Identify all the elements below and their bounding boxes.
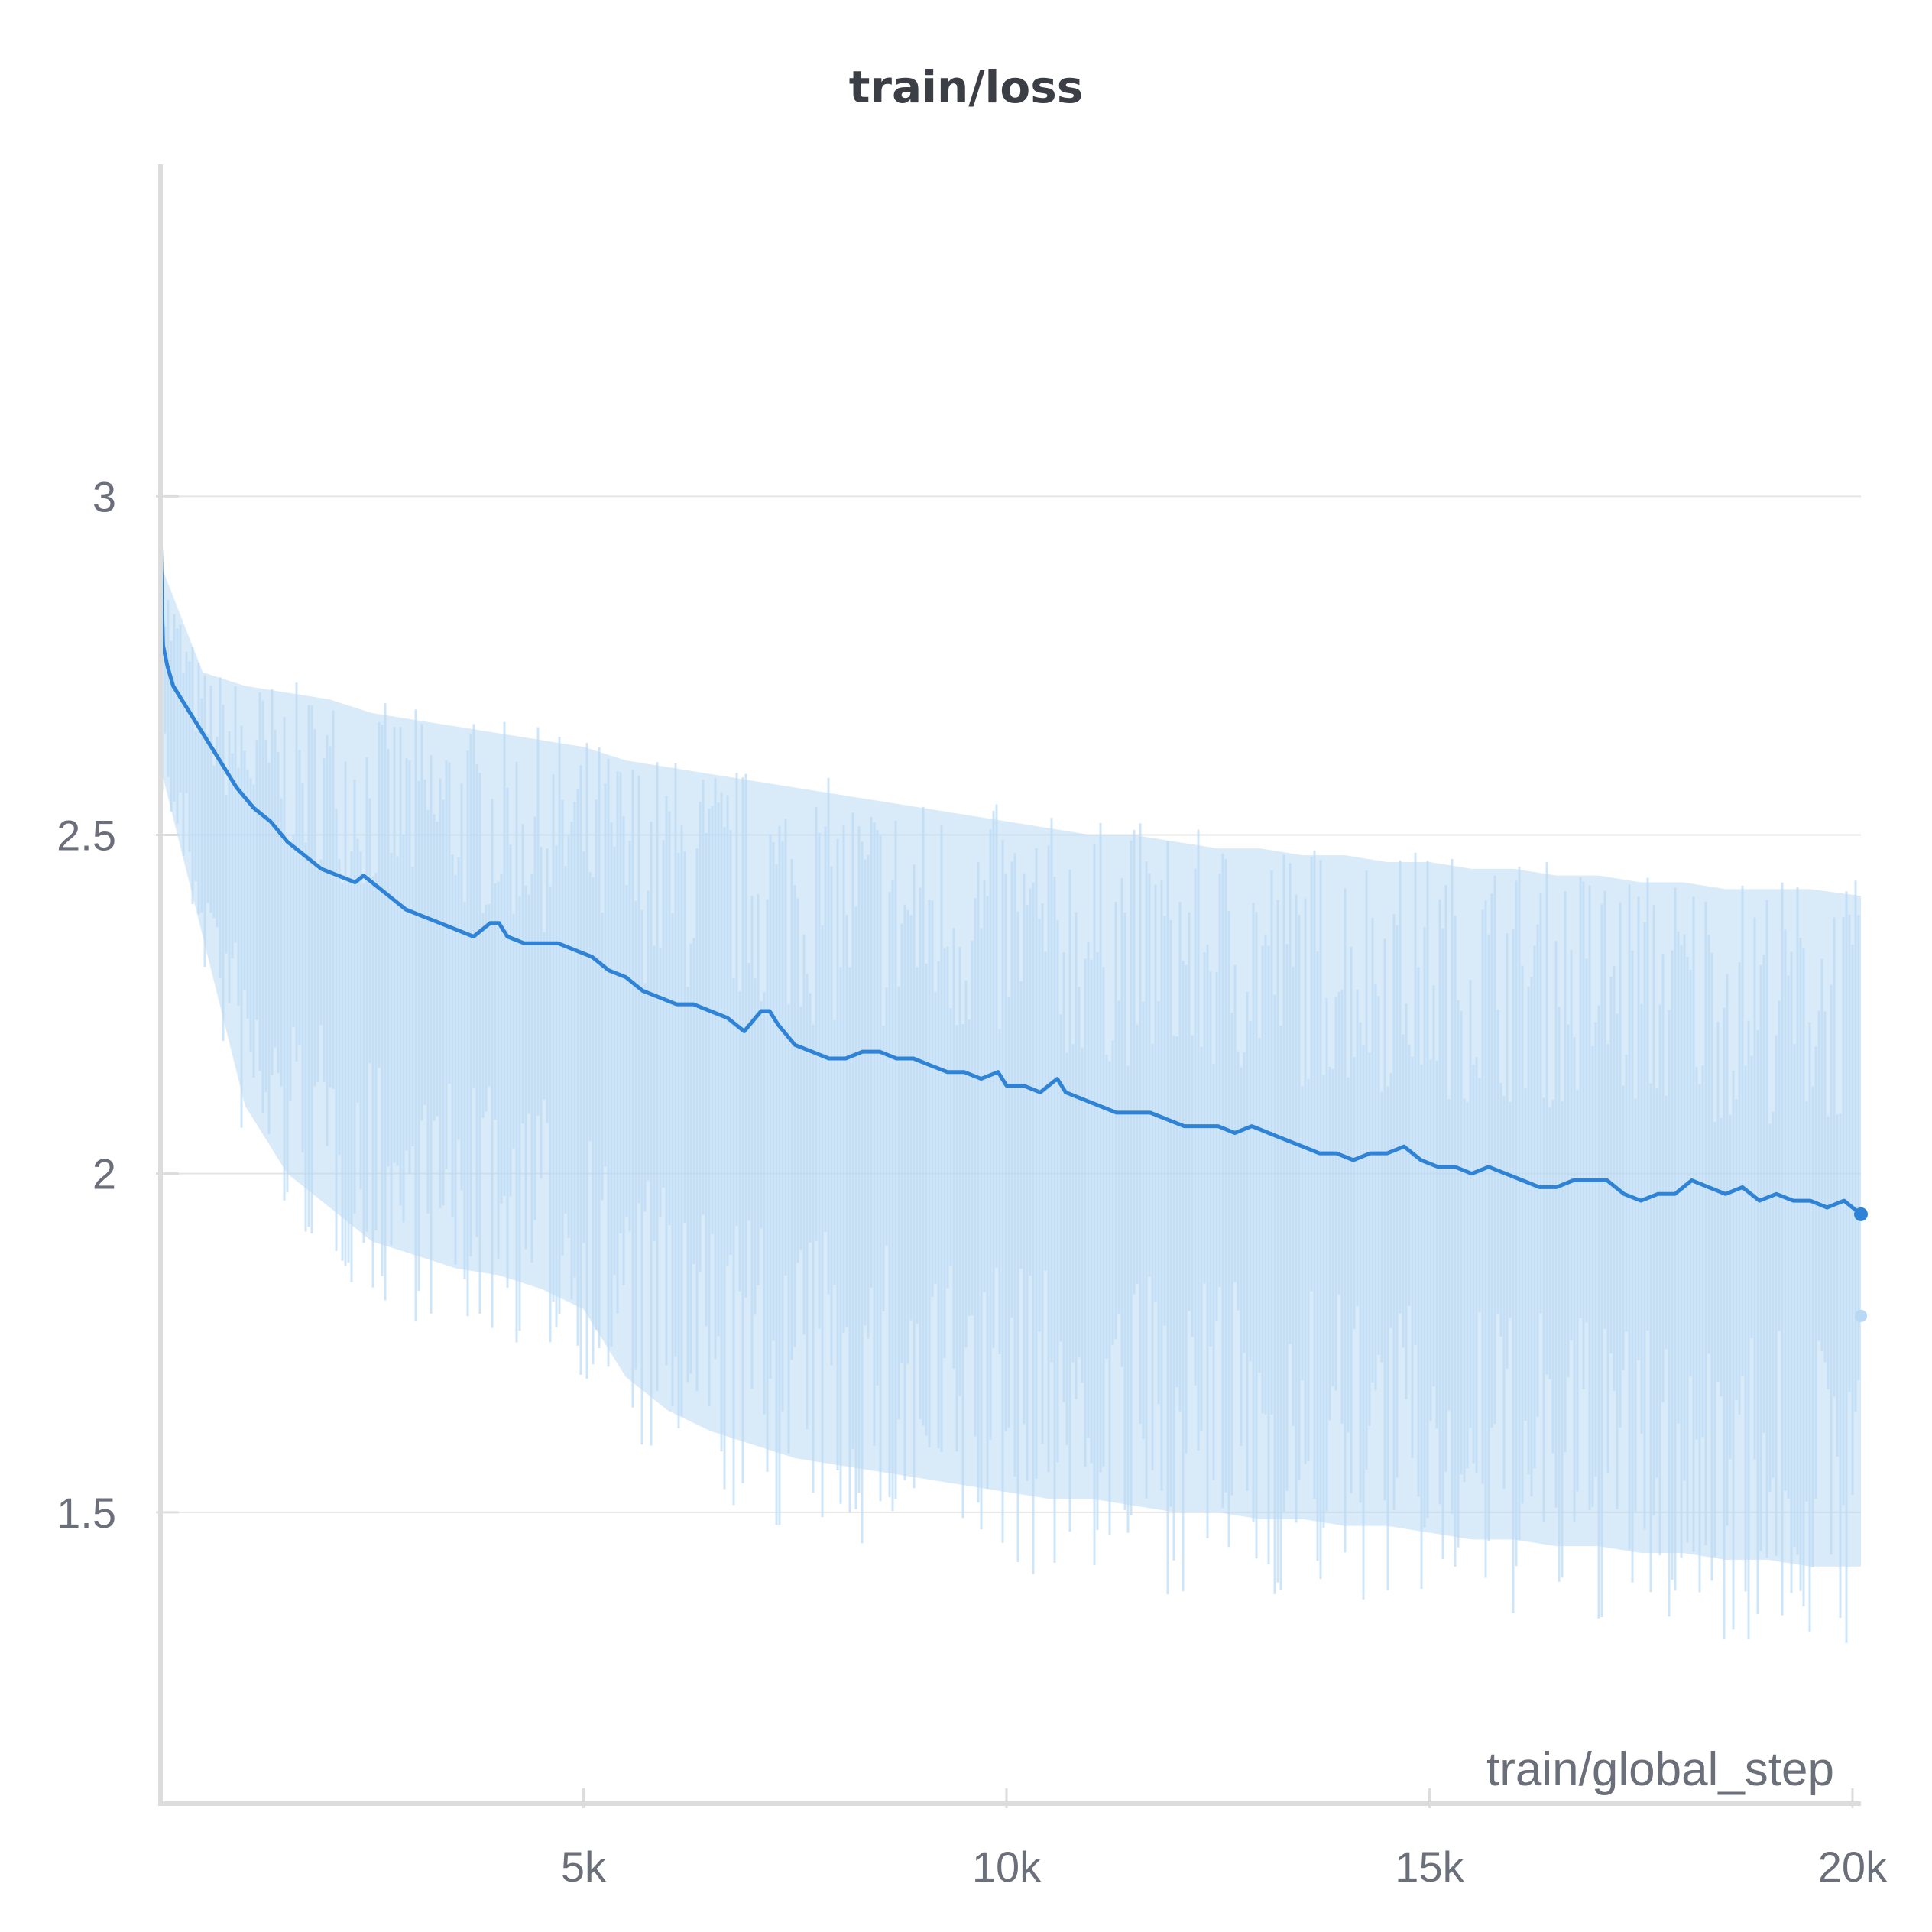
last-point-smoothed — [1854, 1207, 1868, 1221]
x-tick-label: 5k — [561, 1843, 607, 1891]
y-tick-label: 3 — [92, 472, 116, 520]
chart-title: train/loss — [849, 61, 1084, 113]
x-tick-label: 20k — [1818, 1843, 1888, 1891]
smoothed-loss-line — [158, 530, 1862, 1216]
y-tick-label: 2.5 — [57, 812, 116, 860]
y-tick-labels: 1.5 2 2.5 3 — [57, 472, 116, 1537]
raw-loss-series — [160, 563, 1861, 1643]
y-tick-label: 1.5 — [57, 1489, 116, 1537]
y-tick-label: 2 — [92, 1150, 116, 1198]
x-tick-label: 10k — [972, 1843, 1042, 1891]
last-point-raw — [1855, 1309, 1867, 1322]
x-axis-label: train/global_step — [1486, 1743, 1834, 1796]
x-tick-label: 15k — [1395, 1843, 1464, 1891]
x-tick-labels: 5k 10k 15k 20k — [561, 1788, 1888, 1891]
